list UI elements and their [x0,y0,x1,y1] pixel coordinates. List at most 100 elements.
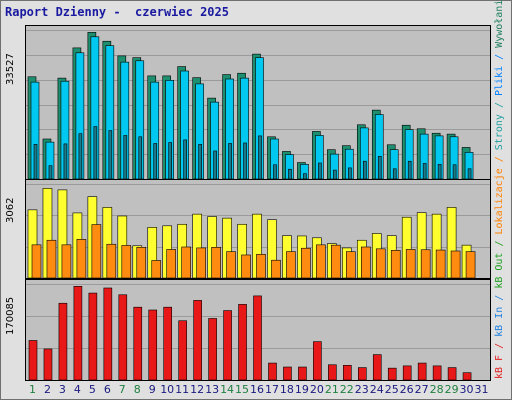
bar-files-day-24 [374,114,384,179]
bar-pages-day-17 [273,164,277,179]
bar-kbf-day-7 [118,294,128,380]
bar-pages-day-25 [392,168,397,179]
bar-kbf-day-26 [402,365,412,380]
bar-pages-day-7 [123,135,128,179]
legend-entry: Strony [494,114,505,151]
bar-files-day-23 [359,127,369,179]
bar-files-day-22 [345,148,354,179]
panel-visits-sites [25,179,491,279]
bar-sites-day-7 [121,245,132,278]
bar-sites-day-13 [211,247,221,278]
legend-entry: / [494,336,505,355]
bar-files-day-29 [449,136,459,179]
bar-files-day-20 [315,135,324,179]
bar-sites-day-4 [76,239,87,278]
x-tick-label: 6 [103,383,111,396]
bar-visits-day-16 [252,213,262,278]
bar-sites-day-5 [91,224,102,278]
bar-files-day-25 [389,149,399,179]
x-tick-label: 21 [324,383,339,396]
bar-files-day-15 [240,77,249,179]
bar-sites-day-25 [390,250,401,278]
bar-pages-day-18 [288,168,292,179]
bar-visits-day-12 [192,213,202,278]
bar-kbf-day-16 [253,295,262,380]
bar-visits-day-27 [416,212,427,278]
bar-files-day-11 [180,70,189,179]
bar-sites-day-9 [151,260,162,278]
bar-kbf-day-28 [432,365,442,380]
x-tick-label: 24 [369,383,384,396]
bar-files-day-2 [45,141,55,179]
bar-pages-day-3 [63,143,68,179]
bar-pages-day-15 [243,142,247,179]
panel1-ymax-label: 33527 [5,53,16,85]
bar-visits-day-14 [222,217,232,278]
bar-sites-day-30 [465,251,476,278]
bar-pages-day-29 [452,164,457,179]
bar-pages-day-27 [422,163,427,179]
x-tick-label: 31 [474,383,489,396]
x-tick-label: 26 [399,383,414,396]
bar-kbf-day-10 [163,306,173,380]
legend-entry: / [494,47,505,66]
bar-sites-day-14 [226,251,236,278]
bar-files-day-13 [210,101,219,179]
bar-sites-day-15 [241,254,251,278]
x-tick-label: 17 [264,383,279,396]
bar-kbf-day-2 [43,348,53,380]
bar-sites-day-12 [196,247,206,278]
bar-pages-day-20 [318,162,322,179]
bar-kbf-day-27 [417,362,427,380]
panel2-plot [26,184,490,278]
bar-pages-day-6 [108,130,113,179]
bar-pages-day-28 [437,164,442,179]
bar-kbf-day-17 [268,362,277,380]
bar-sites-day-16 [256,254,266,278]
bar-files-day-16 [255,57,264,179]
legend-entry: Pliki [494,65,505,96]
x-tick-label: 25 [384,383,399,396]
x-tick-label: 29 [444,383,459,396]
bar-pages-day-13 [213,150,217,179]
bar-kbf-day-29 [447,367,457,380]
bar-kbf-day-24 [372,354,382,380]
legend-entry: Wywołania [494,0,505,48]
x-tick-label: 8 [133,383,141,396]
bar-visits-day-26 [401,216,412,278]
x-tick-label: 22 [339,383,354,396]
x-tick-label: 16 [250,383,264,396]
legend-entry: kB F [494,354,505,379]
bar-kbf-day-11 [178,320,187,380]
panel3-plot [26,284,490,380]
bar-files-day-10 [165,80,175,179]
bar-kbf-day-1 [28,340,38,380]
x-axis-labels: 1 2 3 4 5 6 7 8 9 10 11 12 13 14 15 16 17 18 19 20 21 22 23 24 2… [25,383,489,397]
bar-sites-day-19 [301,247,311,278]
bar-pages-day-14 [228,143,232,179]
bar-sites-day-27 [420,249,431,278]
bar-files-day-1 [30,81,40,179]
bar-pages-day-5 [93,126,98,179]
bar-kbf-day-23 [357,367,367,380]
bar-sites-day-23 [360,246,371,278]
bar-pages-day-4 [78,133,83,179]
bar-sites-day-3 [61,244,72,278]
bar-kbf-day-19 [298,366,307,380]
bar-files-day-26 [404,129,414,179]
x-tick-label: 14 [220,383,235,396]
bar-sites-day-11 [181,246,191,278]
bar-files-day-5 [90,36,100,179]
bar-pages-day-1 [33,144,38,179]
bar-pages-day-9 [153,143,158,179]
x-tick-label: 20 [309,383,324,396]
bar-kbf-day-15 [238,304,247,380]
bar-kbf-day-14 [223,310,232,380]
bar-pages-day-21 [333,169,337,179]
bar-visits-day-28 [431,213,442,278]
bar-sites-day-22 [346,251,356,278]
x-tick-label: 10 [160,383,175,396]
bar-kbf-day-13 [208,318,217,380]
panel-kbf [25,279,491,381]
